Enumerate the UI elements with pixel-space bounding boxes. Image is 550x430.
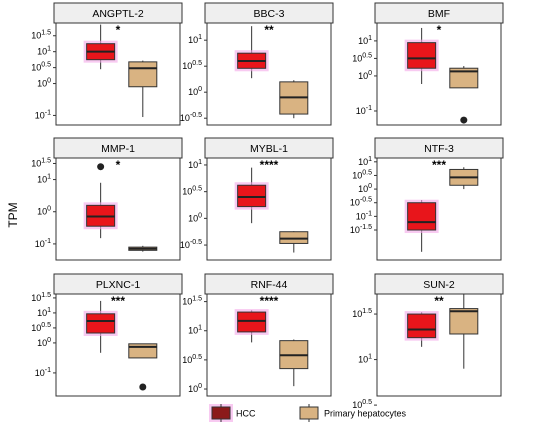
legend-swatch [299, 406, 319, 420]
box [128, 61, 158, 88]
y-tick-label: 10-0.5 [180, 239, 202, 251]
y-axis-label: TPM [6, 202, 20, 227]
y-tick-label: 101.5 [31, 30, 51, 42]
y-tick-label: 101.5 [31, 157, 51, 169]
outlier [460, 116, 468, 124]
y-tick-label: 101 [37, 307, 51, 319]
panel-frame [376, 22, 502, 126]
y-tick-label: 100 [188, 212, 202, 224]
y-tick-label: 101.5 [31, 292, 51, 304]
y-tick-label: 10-1 [356, 105, 372, 117]
y-tick-label: 10-1 [35, 238, 51, 250]
box [407, 202, 437, 231]
panel-title: PLXNC-1 [96, 279, 141, 291]
y-tick-label: 100 [37, 337, 51, 349]
y-tick-label: 100.5 [182, 60, 202, 72]
y-tick-label: 101 [37, 46, 51, 58]
panel-frame [55, 157, 181, 261]
significance: *** [432, 158, 446, 172]
box [237, 184, 267, 208]
outlier [139, 383, 147, 391]
significance: *** [111, 294, 125, 308]
y-tick-label: 100.5 [31, 61, 51, 73]
significance: * [437, 23, 442, 37]
y-tick-label: 100 [358, 183, 372, 195]
panel-frame [206, 293, 332, 397]
panel-title: BMF [428, 8, 450, 20]
box [407, 313, 437, 339]
panel-title: ANGPTL-2 [92, 8, 144, 20]
significance: **** [260, 294, 279, 308]
y-tick-label: 10-1 [35, 109, 51, 121]
y-tick-label: 100.5 [182, 354, 202, 366]
y-tick-label: 101 [188, 34, 202, 46]
panel-title: SUN-2 [423, 279, 455, 291]
y-tick-label: 100.5 [31, 322, 51, 334]
panel-title: MYBL-1 [250, 143, 288, 155]
y-tick-label: 101 [358, 353, 372, 365]
y-tick-label: 101 [188, 325, 202, 337]
significance: * [116, 158, 121, 172]
y-tick-label: 101.5 [182, 295, 202, 307]
y-tick-label: 101 [358, 35, 372, 47]
panel-frame [376, 293, 502, 397]
y-tick-label: 10-0.5 [180, 112, 202, 124]
box [449, 67, 479, 89]
legend-label: Primary hepatocytes [324, 408, 407, 418]
panel-frame [206, 157, 332, 261]
box [407, 42, 437, 69]
y-tick-label: 10-1 [356, 210, 372, 222]
panel-title: NTF-3 [424, 143, 454, 155]
y-tick-label: 100.5 [182, 186, 202, 198]
panel-title: BBC-3 [254, 8, 285, 20]
panel-title: MMP-1 [101, 143, 135, 155]
y-tick-label: 100 [188, 383, 202, 395]
y-tick-label: 10-1 [35, 367, 51, 379]
y-tick-label: 10-1.5 [350, 224, 372, 236]
significance: ** [434, 294, 444, 308]
significance: **** [260, 158, 279, 172]
y-tick-label: 100 [358, 70, 372, 82]
y-tick-label: 100.5 [352, 52, 372, 64]
box [86, 313, 116, 334]
y-tick-label: 100.5 [352, 169, 372, 181]
box [279, 231, 309, 244]
box [449, 308, 479, 335]
panel-frame [206, 22, 332, 126]
panel-title: RNF-44 [251, 279, 288, 291]
box [237, 311, 267, 333]
significance: ** [264, 23, 274, 37]
panel-frame [55, 293, 181, 397]
outlier [97, 163, 105, 171]
panel-frame [55, 22, 181, 126]
panel-frame [376, 157, 502, 261]
y-tick-label: 101.5 [352, 308, 372, 320]
significance: * [116, 23, 121, 37]
y-tick-label: 101 [188, 159, 202, 171]
y-tick-label: 10-0.5 [350, 197, 372, 209]
y-tick-label: 101 [358, 156, 372, 168]
y-tick-label: 100 [37, 206, 51, 218]
legend-swatch [211, 406, 231, 420]
y-tick-label: 100.5 [352, 399, 372, 411]
y-tick-label: 100 [188, 86, 202, 98]
legend-label: HCC [236, 408, 256, 418]
y-tick-label: 101 [37, 173, 51, 185]
y-tick-label: 100 [37, 77, 51, 89]
